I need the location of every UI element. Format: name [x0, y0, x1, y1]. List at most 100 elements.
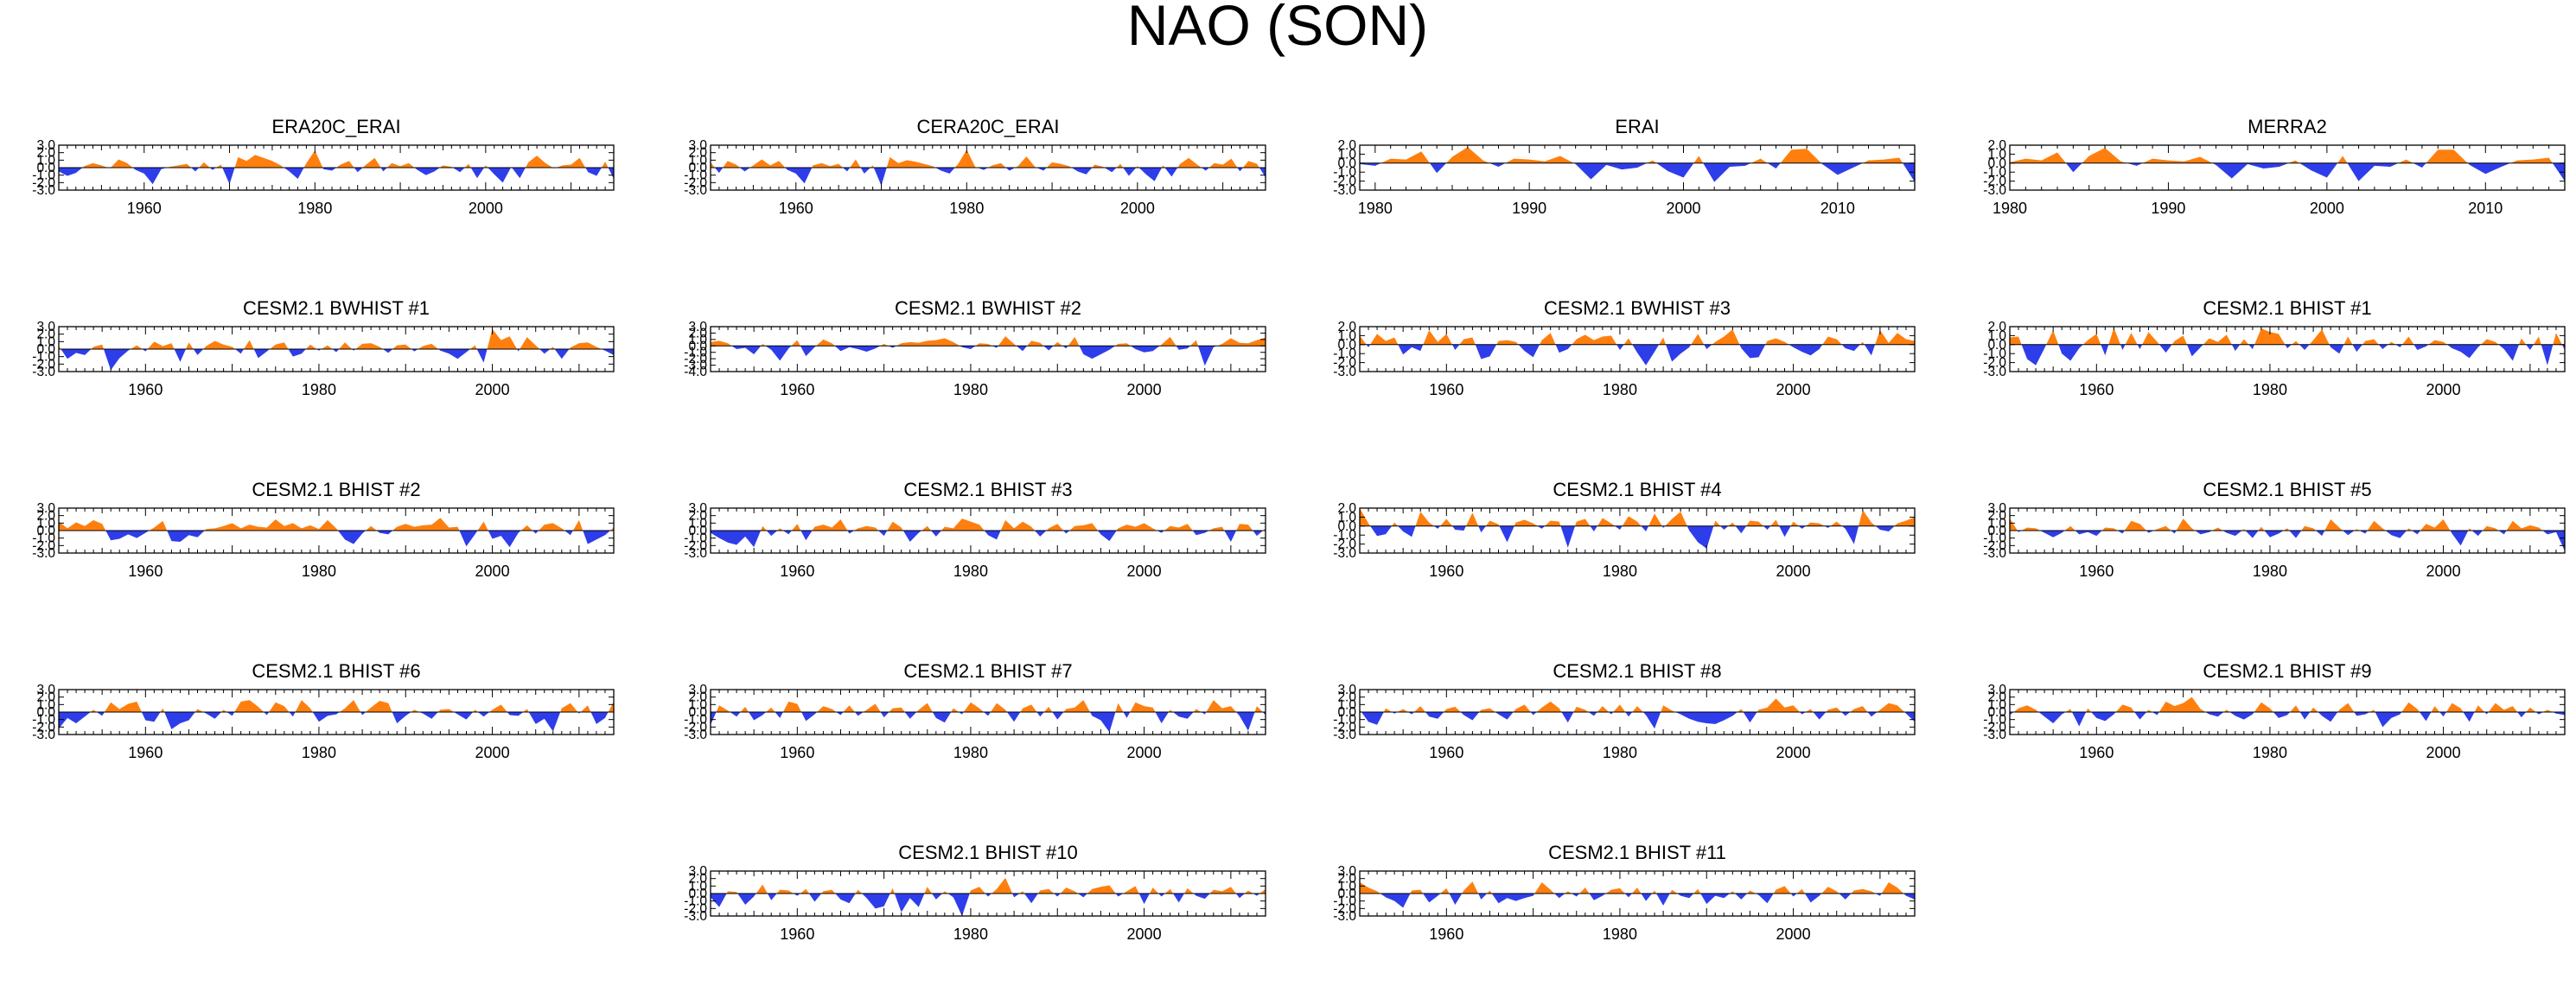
negative-anomaly-area: [1360, 344, 1915, 366]
negative-anomaly-area: [59, 168, 614, 185]
negative-anomaly-area: [59, 712, 614, 732]
y-tick-label: -2.0: [1333, 175, 1356, 189]
panel-title: CESM2.1 BHIST #7: [903, 660, 1072, 682]
panel-title: ERA20C_ERAI: [271, 116, 400, 137]
negative-anomaly-area: [2010, 344, 2565, 366]
y-tick-label: -2.0: [1983, 720, 2006, 735]
y-tick-label: 2.0: [688, 326, 707, 340]
y-tick-label: 3.0: [36, 138, 55, 153]
panel-title: MERRA2: [2248, 116, 2327, 137]
y-tick-label: -3.0: [32, 365, 55, 379]
panel-title: CESM2.1 BHIST #9: [2203, 660, 2371, 682]
x-tick-label: 2000: [475, 744, 510, 761]
y-tick-label: 0.0: [36, 705, 55, 720]
panel-title: CESM2.1 BWHIST #3: [1544, 297, 1731, 319]
y-tick-label: 3.0: [688, 501, 707, 516]
y-tick-label: 2.0: [1337, 501, 1356, 516]
y-tick-label: 1.0: [1987, 328, 2006, 343]
y-tick-label: -2.0: [684, 175, 707, 190]
nao-panel: CERA20C_ERAI 3.02.01.00.0-1.0-2.0-3.0 1960…: [684, 116, 1266, 217]
y-tick-label: -3.0: [1333, 546, 1356, 561]
y-tick-label: -1.0: [684, 531, 707, 546]
x-tick-label: 1980: [1603, 563, 1637, 580]
y-tick-label: 3.0: [1987, 501, 2006, 516]
positive-anomaly-area: [59, 150, 614, 168]
x-tick-label: 1960: [1429, 381, 1463, 398]
negative-anomaly-area: [711, 894, 1266, 916]
y-tick-label: 3.0: [36, 320, 55, 334]
y-tick-label: -2.0: [684, 352, 707, 366]
y-tick-label: 2.0: [1987, 690, 2006, 705]
x-tick-label: 2000: [2426, 381, 2461, 398]
x-tick-label: 1980: [1603, 744, 1637, 761]
y-tick-label: -2.0: [32, 720, 55, 735]
nao-panel: CESM2.1 BWHIST #1 3.02.01.00.0-1.0-2.0-3.…: [32, 297, 615, 398]
y-tick-label: -3.0: [684, 546, 707, 561]
y-tick-label: -2.0: [1333, 356, 1356, 371]
y-tick-label: 2.0: [1987, 138, 2006, 153]
negative-anomaly-area: [2010, 531, 2565, 551]
panel-title: CESM2.1 BHIST #10: [898, 842, 1077, 863]
y-tick-label: 0.0: [688, 705, 707, 720]
y-tick-label: 2.0: [688, 509, 707, 524]
x-tick-label: 2000: [1127, 744, 1162, 761]
y-tick-label: 0.0: [1337, 705, 1356, 720]
nao-panel: CESM2.1 BHIST #10 3.02.01.00.0-1.0-2.0-3.…: [684, 842, 1266, 943]
y-tick-label: 1.0: [688, 153, 707, 168]
panel-title: CESM2.1 BWHIST #1: [243, 297, 430, 319]
positive-anomaly-area: [59, 518, 614, 531]
y-tick-label: -2.0: [32, 357, 55, 372]
y-tick-label: -1.0: [32, 531, 55, 546]
y-tick-label: 2.0: [688, 146, 707, 161]
positive-anomaly-area: [711, 700, 1266, 712]
x-tick-label: 2000: [1127, 925, 1162, 943]
nao-panel: CESM2.1 BHIST #11 3.02.01.00.0-1.0-2.0-3.…: [1333, 842, 1916, 943]
y-tick-label: -3.0: [684, 909, 707, 924]
plot-frame: [2009, 326, 2566, 372]
x-tick-label: 2000: [1127, 563, 1162, 580]
x-tick-label: 1960: [128, 381, 163, 398]
y-tick-label: -1.0: [684, 169, 707, 183]
negative-anomaly-area: [59, 531, 614, 548]
x-tick-label: 2000: [1666, 200, 1700, 217]
nao-panel: CESM2.1 BHIST #6 3.02.01.00.0-1.0-2.0-3.0…: [32, 660, 615, 761]
x-tick-label: 2000: [1120, 200, 1155, 217]
y-tick-label: -2.0: [1983, 538, 2006, 553]
x-tick-label: 1980: [949, 200, 984, 217]
y-tick-label: 0.0: [1337, 887, 1356, 901]
x-tick-label: 2000: [2426, 563, 2461, 580]
x-tick-label: 1960: [1429, 925, 1463, 943]
y-tick-label: 3.0: [688, 683, 707, 697]
x-tick-label: 2000: [1776, 925, 1811, 943]
y-tick-label: -2.0: [684, 720, 707, 735]
positive-anomaly-area: [2010, 697, 2565, 712]
x-tick-label: 1980: [953, 381, 988, 398]
y-tick-label: -3.0: [32, 546, 55, 561]
y-tick-label: 0.0: [688, 339, 707, 353]
y-tick-label: 0.0: [1337, 338, 1356, 353]
y-tick-label: -3.0: [1333, 183, 1356, 198]
y-tick-label: 3.0: [36, 501, 55, 516]
y-tick-label: 1.0: [688, 333, 707, 347]
y-tick-label: 0.0: [1987, 524, 2006, 538]
x-tick-label: 1980: [2253, 381, 2287, 398]
y-tick-label: -3.0: [684, 359, 707, 373]
x-tick-label: 1960: [127, 200, 162, 217]
panel-title: CESM2.1 BHIST #8: [1553, 660, 1721, 682]
x-tick-label: 1960: [2079, 563, 2114, 580]
y-tick-label: -2.0: [1333, 901, 1356, 916]
y-tick-label: -3.0: [684, 183, 707, 198]
y-tick-label: -1.0: [1333, 713, 1356, 728]
x-tick-label: 1980: [1603, 381, 1637, 398]
y-tick-label: -1.0: [1983, 165, 2006, 180]
x-tick-label: 1960: [1429, 744, 1463, 761]
x-tick-label: 2000: [1776, 381, 1811, 398]
panel-title: ERAI: [1615, 116, 1659, 137]
positive-anomaly-area: [1360, 508, 1915, 526]
y-tick-label: 2.0: [688, 872, 707, 887]
y-tick-label: -1.0: [684, 894, 707, 909]
y-tick-label: -3.0: [32, 728, 55, 742]
negative-anomaly-area: [711, 168, 1266, 186]
